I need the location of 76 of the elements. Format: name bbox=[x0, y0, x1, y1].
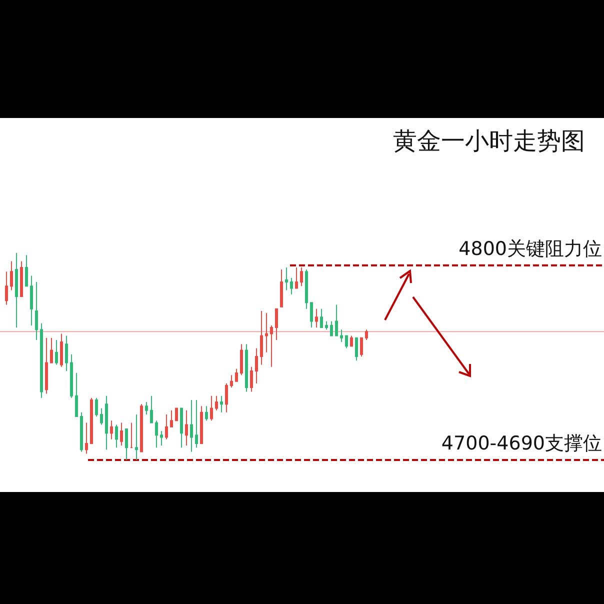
candlestick bbox=[160, 430, 163, 446]
candlestick bbox=[210, 395, 213, 422]
candlestick bbox=[280, 269, 283, 308]
candlestick bbox=[365, 329, 368, 340]
candlestick bbox=[45, 337, 48, 394]
candlestick bbox=[155, 420, 158, 448]
candlestick bbox=[25, 254, 28, 287]
candlestick bbox=[145, 402, 148, 415]
candlestick bbox=[90, 397, 93, 444]
candlestick bbox=[270, 324, 273, 368]
candlestick bbox=[260, 310, 263, 366]
candlestick bbox=[295, 266, 298, 289]
candlestick bbox=[130, 422, 133, 448]
candlestick bbox=[100, 408, 103, 426]
candlestick bbox=[335, 304, 338, 336]
candlestick bbox=[230, 374, 233, 388]
candlestick bbox=[200, 406, 203, 444]
candlestick bbox=[345, 335, 348, 349]
ref-line-label: 4800关键阻力位 bbox=[458, 238, 602, 260]
candlestick bbox=[325, 320, 328, 330]
candlestick bbox=[70, 354, 73, 398]
candlestick bbox=[15, 252, 18, 328]
candlestick bbox=[50, 337, 53, 364]
candlestick bbox=[220, 395, 223, 413]
candlestick bbox=[120, 422, 123, 446]
candlestick bbox=[330, 320, 333, 336]
candlestick bbox=[245, 344, 248, 392]
candlestick bbox=[250, 366, 253, 392]
candlestick bbox=[195, 399, 198, 448]
candlestick bbox=[215, 395, 218, 411]
candlestick bbox=[360, 337, 363, 357]
candlestick bbox=[170, 410, 173, 428]
candlestick bbox=[115, 424, 118, 448]
text: 黄金一小时走势图 bbox=[393, 127, 585, 155]
candlestick bbox=[10, 260, 13, 291]
candlestick bbox=[125, 428, 128, 460]
candlestick bbox=[340, 329, 343, 343]
candlestick bbox=[355, 337, 358, 362]
candlestick bbox=[310, 302, 313, 328]
candlestick bbox=[350, 335, 353, 347]
candlestick bbox=[185, 410, 188, 446]
candlestick bbox=[180, 408, 183, 448]
candlestick bbox=[275, 308, 278, 340]
ref-line-label: 4700-4690支撑位 bbox=[441, 432, 602, 454]
candlestick bbox=[235, 368, 238, 382]
candlestick bbox=[190, 399, 193, 452]
candlestick bbox=[35, 281, 38, 340]
candlestick bbox=[240, 344, 243, 376]
candlestick bbox=[205, 406, 208, 422]
candlestick bbox=[300, 266, 303, 287]
candlestick bbox=[150, 395, 153, 424]
candlestick bbox=[110, 420, 113, 440]
candlestick bbox=[80, 412, 83, 452]
candlestick bbox=[320, 308, 323, 328]
candlestick bbox=[285, 266, 288, 291]
candlestick bbox=[5, 271, 8, 306]
candlestick bbox=[85, 422, 88, 454]
candlestick bbox=[75, 372, 78, 418]
candlestick bbox=[30, 275, 33, 326]
candlestick bbox=[135, 414, 138, 460]
candlestick bbox=[225, 382, 228, 413]
candlestick bbox=[105, 395, 108, 450]
candlestick bbox=[175, 408, 178, 422]
candlestick bbox=[165, 414, 168, 440]
candlestick bbox=[95, 397, 98, 418]
candlestick bbox=[20, 260, 23, 297]
candlestick bbox=[65, 335, 68, 372]
candlestick bbox=[140, 404, 143, 452]
candlestick bbox=[40, 322, 43, 398]
candlestick bbox=[265, 312, 268, 353]
candlestick bbox=[255, 348, 258, 384]
candlestick bbox=[305, 269, 308, 310]
candlestick bbox=[315, 308, 318, 328]
candlestick bbox=[55, 339, 58, 366]
candlestick bbox=[290, 277, 293, 295]
candlestick bbox=[60, 333, 63, 368]
